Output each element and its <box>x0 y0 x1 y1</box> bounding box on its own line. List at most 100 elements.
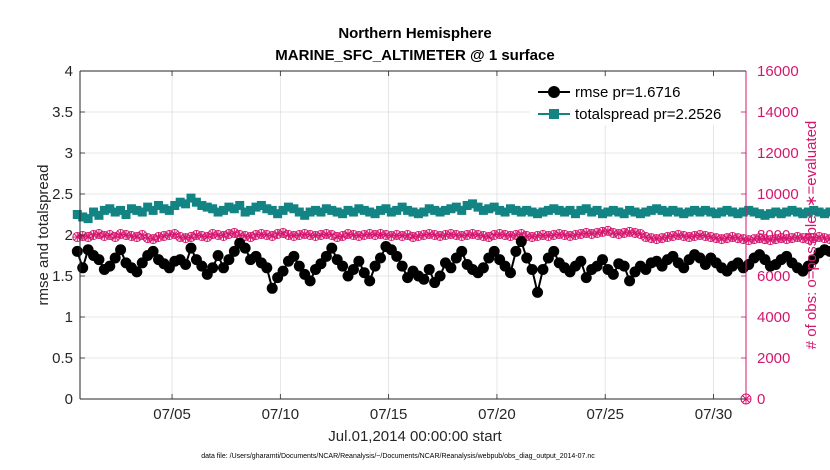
asterisk-stroke <box>701 232 709 240</box>
obs-evaluated-point <box>89 230 99 240</box>
asterisk-stroke <box>230 229 238 237</box>
totalspread-point <box>164 205 174 215</box>
obs-evaluated-point <box>646 233 656 243</box>
asterisk-stroke <box>582 229 590 237</box>
obs-evaluated-point <box>478 231 488 241</box>
totalspread-point <box>159 204 169 214</box>
totalspread-point <box>175 197 185 207</box>
asterisk-stroke <box>138 231 146 239</box>
asterisk-stroke <box>295 231 303 239</box>
totalspread-point <box>170 200 180 210</box>
asterisk-stroke <box>707 233 715 241</box>
obs-evaluated-point <box>175 232 185 242</box>
totalspread-point <box>570 209 580 219</box>
obs-evaluated-point <box>137 230 147 240</box>
rmse-point <box>607 268 619 280</box>
asterisk-stroke <box>620 229 628 237</box>
totalspread-point <box>646 205 656 215</box>
asterisk-stroke <box>176 233 184 241</box>
asterisk-stroke <box>750 235 758 243</box>
asterisk-stroke <box>647 234 655 242</box>
totalspread-point <box>94 210 104 220</box>
asterisk-stroke <box>154 233 163 241</box>
asterisk-stroke <box>815 233 823 241</box>
series-rmse <box>71 236 830 298</box>
asterisk-stroke <box>528 233 536 241</box>
obs-evaluated-point <box>397 231 407 241</box>
obs-evaluated-point <box>608 228 618 238</box>
obs-evaluated-point <box>116 229 126 239</box>
y-tick-label: 2 <box>65 227 73 244</box>
obs-evaluated-point <box>283 230 293 240</box>
asterisk-stroke <box>793 233 801 241</box>
asterisk-stroke <box>728 233 736 241</box>
rmse-point <box>71 245 83 257</box>
obs-evaluated-point <box>630 228 640 238</box>
totalspread-point <box>99 205 109 215</box>
asterisk-stroke <box>398 232 406 240</box>
series-obs-evaluated <box>72 226 830 404</box>
asterisk-stroke <box>355 232 363 240</box>
asterisk-stroke <box>820 234 829 242</box>
rmse-point <box>277 265 289 277</box>
rmse-point <box>396 260 408 272</box>
tick-labels: 0 0.5 1 1.5 2 2.5 3 3.5 4 0 2000 4000 6000 8000 10000 1… <box>52 63 799 423</box>
totalspread-point <box>727 207 737 217</box>
rmse-point <box>624 275 636 287</box>
asterisk-stroke <box>425 230 433 238</box>
y-tick-label: 3 <box>65 145 73 162</box>
asterisk-stroke <box>106 231 114 239</box>
asterisk-stroke <box>766 236 774 244</box>
obs-evaluated-point <box>424 229 434 239</box>
obs-evaluated-point <box>500 230 510 240</box>
asterisk-stroke <box>469 230 477 238</box>
obs-evaluated-point <box>625 227 635 237</box>
totalspread-point <box>251 202 261 212</box>
asterisk-stroke <box>588 230 596 238</box>
totalspread-point <box>662 207 672 217</box>
rmse-point <box>104 260 116 272</box>
asterisk-stroke <box>366 230 374 238</box>
asterisk-stroke <box>409 233 417 241</box>
totalspread-point <box>376 205 386 215</box>
totalspread-point <box>657 205 667 215</box>
rmse-point <box>228 245 240 257</box>
rmse-point <box>423 263 435 275</box>
totalspread-point <box>397 202 407 212</box>
rmse-point <box>261 262 273 274</box>
totalspread-point <box>137 207 147 217</box>
totalspread-point <box>722 205 732 215</box>
asterisk-stroke <box>241 232 249 240</box>
obs-evaluated-point <box>208 229 218 239</box>
rmse-point <box>109 252 121 264</box>
legend-totalspread-label: totalspread pr=2.2526 <box>575 106 721 123</box>
asterisk-stroke <box>73 233 81 241</box>
totalspread-point <box>554 205 564 215</box>
rmse-point <box>353 255 365 267</box>
asterisk-stroke <box>490 231 498 239</box>
totalspread-point <box>738 207 748 217</box>
rmse-point <box>239 242 251 254</box>
totalspread-point <box>473 202 483 212</box>
totalspread-point <box>154 200 164 210</box>
obs-evaluated-point <box>170 229 180 239</box>
totalspread-point <box>711 209 721 219</box>
totalspread-point <box>522 205 532 215</box>
obs-evaluated-point <box>294 230 304 240</box>
obs-evaluated-point <box>635 229 645 239</box>
obs-evaluated-point <box>554 229 564 239</box>
x-axis-label: Jul.01,2014 00:00:00 start <box>328 428 502 445</box>
obs-evaluated-point <box>776 233 786 243</box>
totalspread-point <box>316 207 326 217</box>
y-right-tick-label: 14000 <box>757 104 799 121</box>
legend-rmse-label: rmse pr=1.6716 <box>575 84 680 101</box>
totalspread-point <box>121 210 131 219</box>
totalspread-point <box>700 205 710 215</box>
rmse-point <box>115 244 127 256</box>
rmse-point <box>597 254 609 266</box>
obs-evaluated-point <box>457 231 467 241</box>
obs-evaluated-point <box>430 230 440 240</box>
totalspread-point <box>381 204 391 214</box>
asterisk-stroke <box>182 234 190 242</box>
asterisk-stroke <box>598 228 607 236</box>
